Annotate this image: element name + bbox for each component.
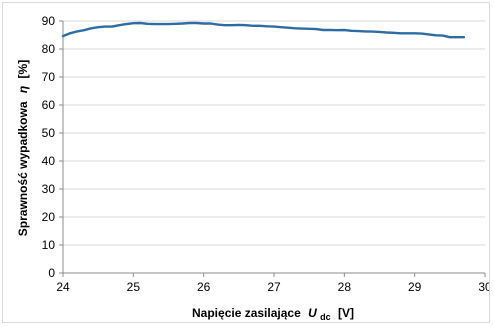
data-point bbox=[266, 25, 268, 28]
x-axis-title: Napięcie zasilające U dc [V] bbox=[192, 306, 354, 322]
data-point bbox=[181, 22, 184, 25]
data-point bbox=[427, 33, 430, 36]
y-tick-label: 70 bbox=[42, 70, 56, 84]
chart-frame: 0 10 20 30 40 50 60 70 80 90 24 25 26 27 28 29 30 Spraw… bbox=[2, 2, 492, 323]
y-axis-title-text: Sprawność wypadkowa bbox=[16, 101, 30, 236]
x-tick-label: 29 bbox=[408, 280, 422, 294]
y-tick-label: 0 bbox=[48, 266, 55, 280]
data-point bbox=[195, 22, 198, 24]
data-point bbox=[371, 30, 374, 33]
data-point bbox=[237, 24, 240, 26]
y-tick-label: 60 bbox=[42, 98, 56, 112]
data-point bbox=[336, 29, 339, 32]
data-point bbox=[329, 29, 332, 31]
data-point bbox=[76, 30, 78, 33]
data-point bbox=[315, 28, 318, 31]
x-tick-label: 28 bbox=[338, 280, 352, 294]
y-tick-label: 40 bbox=[42, 154, 56, 168]
data-point bbox=[209, 22, 212, 25]
y-tick-label: 10 bbox=[42, 238, 56, 252]
data-point bbox=[83, 29, 85, 32]
data-point bbox=[259, 24, 261, 27]
data-point bbox=[216, 23, 219, 26]
y-axis-title-unit: [%] bbox=[16, 60, 30, 79]
data-point bbox=[252, 24, 254, 27]
data-point bbox=[104, 25, 107, 28]
data-point bbox=[118, 24, 121, 27]
axes bbox=[59, 20, 486, 277]
data-point bbox=[153, 23, 156, 25]
data-point bbox=[160, 23, 163, 25]
data-point bbox=[188, 22, 191, 24]
data-point bbox=[441, 34, 444, 37]
data-point bbox=[399, 32, 402, 35]
data-point bbox=[434, 34, 437, 37]
data-point bbox=[62, 35, 64, 38]
x-tick-label: 24 bbox=[56, 280, 70, 294]
data-point bbox=[111, 25, 114, 28]
x-tick-label: 27 bbox=[267, 280, 281, 294]
data-point bbox=[378, 31, 381, 33]
data-point bbox=[223, 24, 226, 27]
data-point bbox=[357, 30, 360, 32]
data-point bbox=[385, 31, 388, 34]
series-line-efficiency bbox=[61, 21, 466, 39]
data-point bbox=[69, 32, 71, 35]
data-point bbox=[308, 27, 311, 30]
data-point bbox=[174, 22, 177, 25]
data-point bbox=[413, 32, 416, 35]
data-point bbox=[146, 22, 149, 25]
data-point bbox=[322, 29, 325, 31]
data-point bbox=[97, 26, 100, 29]
gridlines bbox=[63, 20, 485, 246]
x-tick-label: 26 bbox=[197, 280, 211, 294]
x-tick-label: 30 bbox=[478, 280, 489, 294]
data-point bbox=[448, 36, 451, 39]
x-tick-label: 25 bbox=[127, 280, 141, 294]
data-point bbox=[287, 26, 289, 29]
data-point bbox=[350, 29, 353, 32]
x-axis-title-unit: [V] bbox=[338, 306, 354, 320]
x-tick-labels: 24 25 26 27 28 29 30 bbox=[56, 280, 492, 294]
data-point bbox=[202, 22, 205, 25]
data-point bbox=[463, 36, 465, 39]
x-axis-title-text: Napięcie zasilające bbox=[192, 306, 301, 320]
data-point bbox=[273, 25, 275, 28]
y-tick-label: 90 bbox=[42, 14, 56, 28]
data-point bbox=[90, 27, 93, 30]
data-point bbox=[280, 26, 282, 29]
x-axis-title-subscript: dc bbox=[320, 312, 331, 322]
series-layer bbox=[61, 21, 466, 39]
data-point bbox=[139, 22, 142, 24]
y-tick-label: 80 bbox=[42, 42, 56, 56]
data-point bbox=[364, 30, 367, 33]
y-tick-label: 20 bbox=[42, 210, 56, 224]
y-tick-label: 50 bbox=[42, 126, 56, 140]
data-point bbox=[301, 27, 304, 30]
y-tick-label: 30 bbox=[42, 182, 56, 196]
y-tick-labels: 0 10 20 30 40 50 60 70 80 90 bbox=[42, 14, 56, 280]
data-point bbox=[294, 27, 296, 30]
data-point bbox=[167, 23, 170, 25]
data-point bbox=[455, 36, 458, 39]
y-axis-title: Sprawność wypadkowa η [%] bbox=[16, 60, 30, 236]
data-point bbox=[343, 29, 346, 31]
data-point bbox=[125, 23, 128, 25]
data-point bbox=[230, 24, 233, 27]
data-point bbox=[406, 32, 409, 35]
data-point bbox=[420, 32, 423, 35]
data-point bbox=[392, 31, 395, 34]
efficiency-line-chart: 0 10 20 30 40 50 60 70 80 90 24 25 26 27 28 29 30 Spraw… bbox=[16, 14, 492, 322]
y-axis-title-symbol: η bbox=[16, 86, 30, 93]
data-point bbox=[244, 24, 247, 27]
data-point bbox=[132, 22, 135, 25]
x-axis-title-symbol: U bbox=[308, 306, 317, 320]
